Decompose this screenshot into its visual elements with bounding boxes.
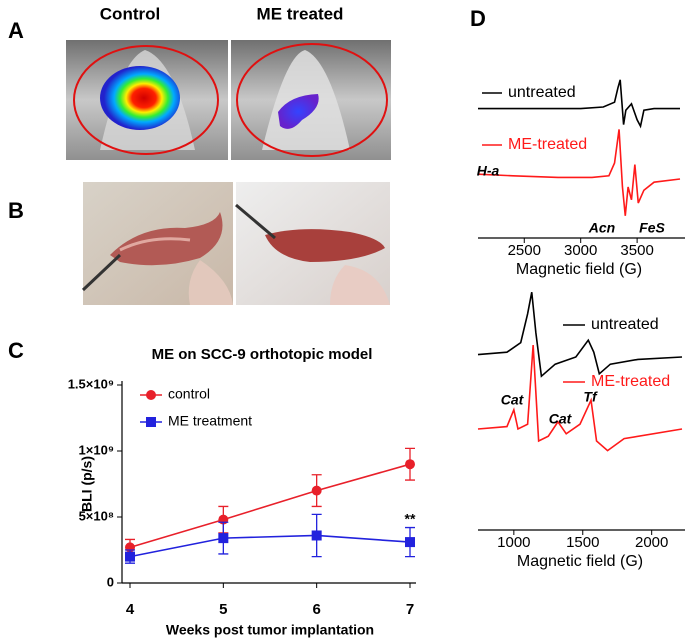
y-tick-label: 0 <box>107 574 114 589</box>
legend-marker <box>146 417 156 427</box>
panel-label: C <box>8 338 24 363</box>
x-tick-label: 7 <box>406 601 414 618</box>
marker <box>218 533 229 544</box>
legend-label: ME treatment <box>168 413 252 429</box>
x-tick-label: 3000 <box>564 242 597 259</box>
annotation: FeS <box>639 220 665 236</box>
legend-label: untreated <box>508 84 576 101</box>
annotation: Acn <box>588 220 615 236</box>
x-tick-label: 6 <box>312 601 320 618</box>
annotation: H-a <box>477 163 500 179</box>
marker <box>311 485 322 496</box>
legend-label: ME-treated <box>591 373 670 390</box>
x-tick-label: 1000 <box>497 534 530 551</box>
panel-label: A <box>8 18 24 43</box>
caption: ME treated <box>257 4 344 23</box>
series-line <box>129 463 411 549</box>
y-axis-label: BLI (p/s) <box>79 456 95 512</box>
x-tick-label: 2500 <box>508 242 541 259</box>
annotation: Cat <box>549 411 573 427</box>
series-line <box>477 129 681 216</box>
chart-title: ME on SCC-9 orthotopic model <box>152 346 373 363</box>
tissue-photo <box>235 182 390 305</box>
y-tick-label: 1.5×10⁹ <box>68 376 114 391</box>
marker <box>311 530 322 541</box>
legend-label: control <box>168 386 210 402</box>
x-tick-label: 1500 <box>566 534 599 551</box>
tissue-photo <box>81 182 233 305</box>
legend-marker <box>146 390 156 400</box>
annotation: Tf <box>583 389 598 405</box>
x-tick-label: 4 <box>126 601 135 618</box>
x-axis-label: Magnetic field (G) <box>517 553 643 570</box>
x-tick-label: 5 <box>219 601 227 618</box>
annotation: Cat <box>501 392 525 408</box>
x-tick-label: 3500 <box>620 242 653 259</box>
x-tick-label: 2000 <box>635 534 668 551</box>
marker <box>405 459 415 470</box>
bli-image <box>66 40 228 160</box>
caption: Control <box>100 4 160 23</box>
series-line <box>477 344 683 452</box>
marker <box>405 537 415 548</box>
annotation: ** <box>405 511 416 527</box>
y-tick-label: 5×10⁸ <box>79 508 114 523</box>
legend-label: ME-treated <box>508 136 587 153</box>
x-axis-label: Weeks post tumor implantation <box>166 622 374 638</box>
marker <box>125 551 135 562</box>
x-axis-label: Magnetic field (G) <box>516 261 642 278</box>
series-line <box>477 292 683 378</box>
series-line <box>129 534 411 558</box>
bli-image <box>231 40 391 160</box>
legend-label: untreated <box>591 316 659 333</box>
series-line <box>478 79 680 129</box>
y-tick-label: 1×10⁹ <box>79 442 114 457</box>
panel-label: D <box>470 6 486 31</box>
panel-label: B <box>8 198 24 223</box>
